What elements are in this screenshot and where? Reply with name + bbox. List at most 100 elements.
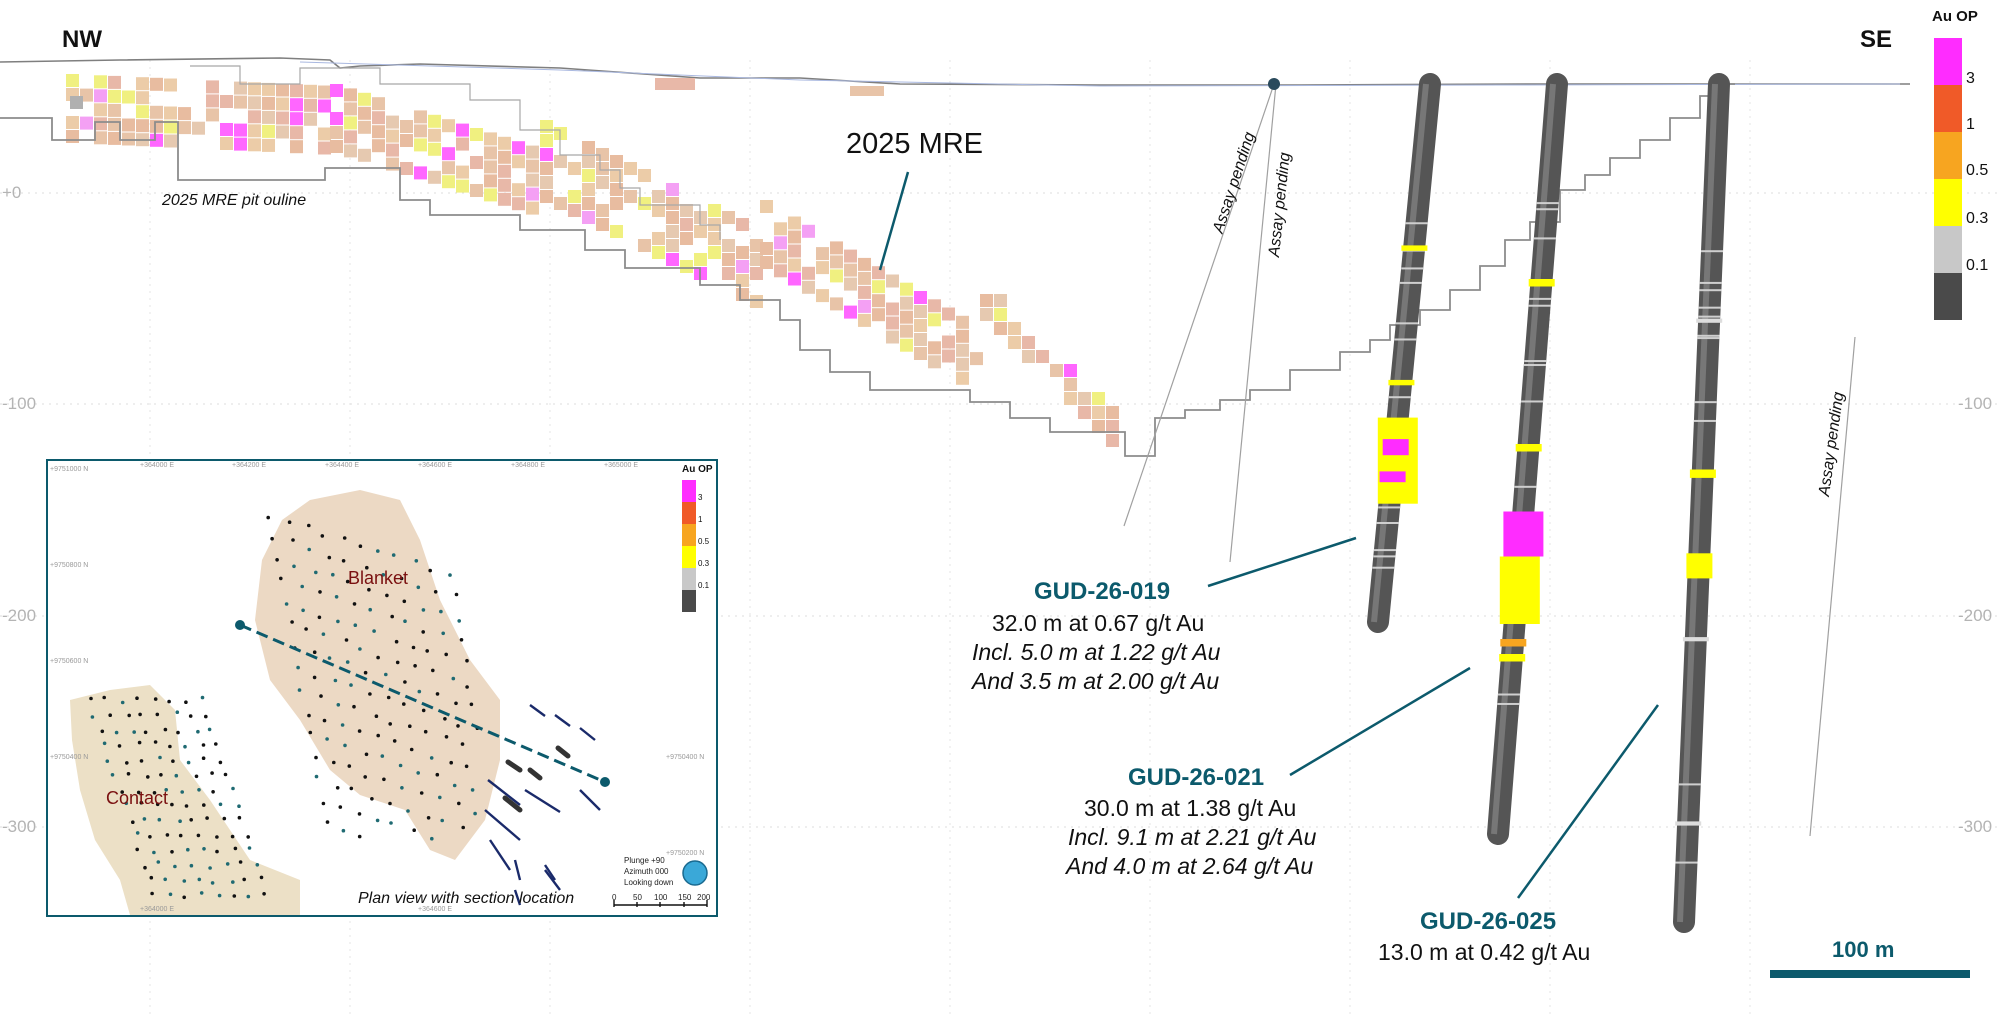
drillhole-interval (1514, 485, 1537, 488)
inset-collar-dot (321, 801, 326, 806)
inset-collar-dot (200, 695, 205, 700)
inset-collar-dot (170, 802, 174, 807)
drillhole-interval (1394, 338, 1417, 341)
inset-collar-dot (135, 847, 139, 852)
block-cell (760, 242, 773, 255)
block-cell (858, 285, 871, 299)
block-cell (928, 313, 941, 327)
block-cell (980, 308, 993, 321)
inset-collar-dot (429, 756, 434, 760)
block-cell (262, 110, 275, 124)
inset-scale-bar (613, 900, 708, 907)
inset-collar-dot (465, 658, 469, 663)
block-cell (1092, 420, 1105, 433)
inset-collar-dot (90, 715, 95, 719)
block-cell (290, 84, 303, 98)
inset-collar-dot (214, 742, 218, 746)
block-cell (456, 179, 469, 193)
block-cell (330, 126, 343, 139)
block-cell (290, 140, 303, 154)
block-cell (1106, 406, 1119, 419)
inset-collar-dot (102, 695, 106, 700)
inset-collar-dot (210, 771, 214, 775)
block-cell (844, 305, 857, 319)
blanket-domain (255, 490, 500, 860)
block-cell (442, 119, 455, 133)
drillhole-trace-highlight (1677, 83, 1718, 923)
block-cell (262, 124, 275, 138)
inset-collar-dot (336, 619, 340, 624)
drillhole-interval (1699, 289, 1722, 292)
inset-collar-dot (201, 756, 206, 760)
block-cell (914, 305, 927, 318)
inset-collar-dot (376, 655, 380, 660)
block-cell (596, 218, 609, 231)
inset-collar-dot (403, 619, 407, 623)
block-cell (290, 126, 303, 140)
inset-collar-dot (182, 895, 186, 900)
block-cell (330, 112, 343, 125)
inset-collar-dot (205, 816, 209, 820)
scale-bar (1770, 970, 1970, 978)
drillhole-trace (1673, 73, 1730, 933)
block-cell (540, 162, 553, 175)
inset-collar-dot (454, 701, 458, 706)
block-cell (980, 294, 993, 307)
block-cell (610, 197, 623, 210)
inset-collar-dot (347, 764, 352, 768)
inset-collar-dot (349, 786, 354, 791)
block-cell (94, 131, 107, 145)
block-cell (736, 246, 749, 259)
block-cell (886, 274, 899, 288)
block-cell (234, 137, 247, 151)
block-cell (164, 134, 177, 148)
inset-collar-dot (204, 714, 208, 719)
inset-collar-dot (291, 538, 295, 542)
inset-legend-swatch (682, 568, 696, 590)
drillhole-grade-interval (1499, 654, 1526, 662)
block-cell (150, 133, 163, 147)
drillhole-interval (1405, 222, 1428, 225)
drillhole-interval (1399, 281, 1422, 284)
block-cell (750, 253, 763, 266)
inset-collar-dot (290, 620, 294, 624)
block-cell (178, 121, 191, 135)
drillhole-interval (1523, 364, 1546, 367)
inset-collar-dot (314, 570, 318, 575)
inset-collar-dot (430, 836, 434, 841)
block-cell (872, 266, 885, 280)
inset-collar-dot (402, 599, 407, 604)
inset-collar-dot (217, 893, 222, 898)
inset-collar-dot (139, 759, 144, 763)
block-cell (386, 143, 399, 157)
inset-collar-dot (335, 786, 340, 790)
inset-collar-dot (188, 714, 193, 718)
inset-collar-dot (246, 835, 250, 839)
block-cell (386, 115, 399, 129)
inset-collar-dot (426, 816, 431, 820)
block-cell (358, 120, 371, 134)
inset-view-globe (682, 860, 708, 886)
drillhole-grade-interval (1500, 639, 1527, 647)
inset-collar-dot (279, 576, 283, 581)
inset-collar-dot (376, 549, 380, 553)
inset-collar-dot (391, 553, 396, 557)
inset-collar-dot (409, 747, 414, 752)
block-cell (248, 110, 261, 124)
inset-collar-dot (441, 631, 446, 636)
inset-collar-dot (158, 755, 162, 760)
inset-drill-collars (89, 515, 480, 900)
block-cell (680, 260, 693, 273)
block-cell (206, 94, 219, 108)
inset-collar-dot (389, 821, 393, 825)
block-cell (164, 78, 177, 92)
drillhole-interval (1373, 555, 1396, 558)
block-cell (1092, 392, 1105, 405)
inset-collar-dot (127, 713, 131, 718)
block-cell (858, 257, 871, 271)
inset-collar-dot (395, 660, 400, 665)
inset-collar-dot (325, 737, 329, 741)
inset-collar-dot (304, 627, 308, 631)
drillhole-interval (1528, 304, 1551, 307)
inset-collar-dot (392, 739, 397, 743)
